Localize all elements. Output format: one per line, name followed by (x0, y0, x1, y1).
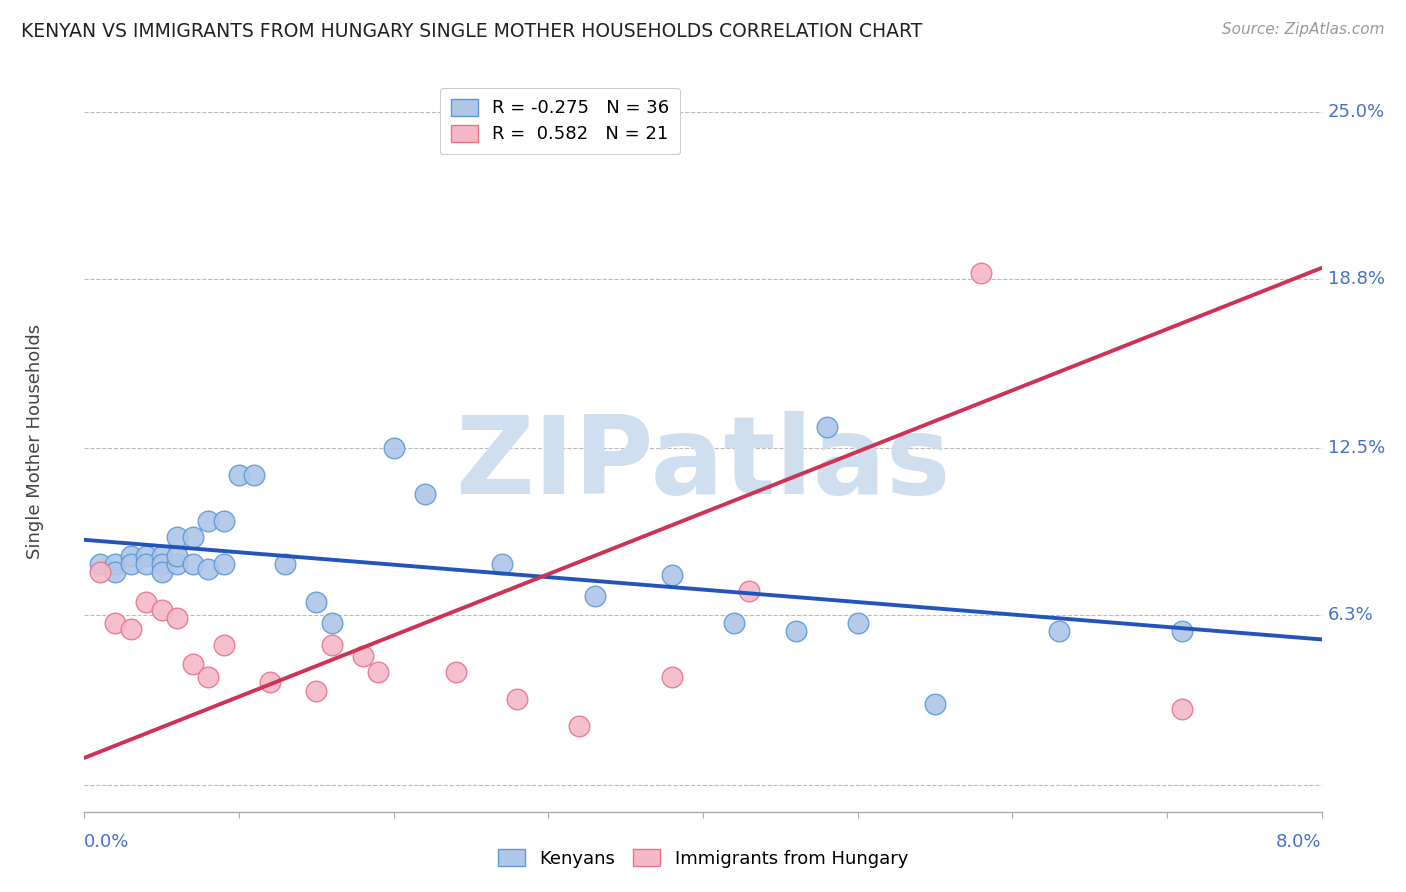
Point (274, 557, 297, 571)
Point (352, 648, 374, 663)
Point (120, 549, 142, 563)
Text: 25.0%: 25.0% (1327, 103, 1385, 120)
Text: 12.5%: 12.5% (1327, 439, 1385, 458)
Point (367, 665, 389, 679)
Point (491, 557, 513, 571)
Point (120, 557, 142, 571)
Point (181, 530, 204, 544)
Point (197, 514, 219, 528)
Point (305, 683, 328, 698)
Point (166, 557, 188, 571)
Point (212, 557, 235, 571)
Point (104, 616, 127, 631)
Text: KENYAN VS IMMIGRANTS FROM HUNGARY SINGLE MOTHER HOUSEHOLDS CORRELATION CHART: KENYAN VS IMMIGRANTS FROM HUNGARY SINGLE… (21, 22, 922, 41)
Point (846, 616, 869, 631)
Point (305, 595, 328, 609)
Point (568, 718, 591, 732)
Text: Source: ZipAtlas.com: Source: ZipAtlas.com (1222, 22, 1385, 37)
Point (120, 622, 142, 636)
Point (197, 670, 219, 684)
Point (583, 590, 606, 604)
Point (506, 691, 529, 706)
Point (150, 603, 173, 617)
Text: 18.8%: 18.8% (1327, 269, 1385, 287)
Text: Single Mother Households: Single Mother Households (25, 324, 44, 559)
Point (661, 567, 683, 582)
Point (150, 549, 173, 563)
Point (970, 266, 993, 280)
Legend: R = -0.275   N = 36, R =  0.582   N = 21: R = -0.275 N = 36, R = 0.582 N = 21 (440, 87, 681, 154)
Point (815, 419, 838, 434)
Point (924, 697, 946, 711)
Point (212, 638, 235, 652)
Point (444, 665, 467, 679)
Text: 0.0%: 0.0% (84, 833, 129, 851)
Point (89, 557, 111, 571)
Point (321, 616, 343, 631)
Point (228, 468, 250, 483)
Point (243, 468, 266, 483)
Point (1171, 702, 1194, 716)
Point (661, 670, 683, 684)
Point (181, 657, 204, 671)
Point (150, 557, 173, 571)
Text: ZIPatlas: ZIPatlas (456, 410, 950, 516)
Point (135, 595, 157, 609)
Point (382, 442, 405, 456)
Point (166, 611, 188, 625)
Point (166, 549, 188, 563)
Point (104, 557, 127, 571)
Point (1047, 624, 1070, 639)
Point (166, 530, 188, 544)
Point (181, 557, 204, 571)
Point (723, 616, 745, 631)
Point (212, 514, 235, 528)
Point (197, 562, 219, 576)
Point (259, 675, 281, 690)
Point (1171, 624, 1194, 639)
Text: 6.3%: 6.3% (1327, 607, 1374, 624)
Point (413, 487, 436, 501)
Point (785, 624, 807, 639)
Point (135, 557, 157, 571)
Point (321, 638, 343, 652)
Point (89, 565, 111, 579)
Point (135, 549, 157, 563)
Point (104, 565, 127, 579)
Point (150, 565, 173, 579)
Legend: Kenyans, Immigrants from Hungary: Kenyans, Immigrants from Hungary (486, 838, 920, 879)
Text: 8.0%: 8.0% (1277, 833, 1322, 851)
Point (738, 584, 761, 599)
